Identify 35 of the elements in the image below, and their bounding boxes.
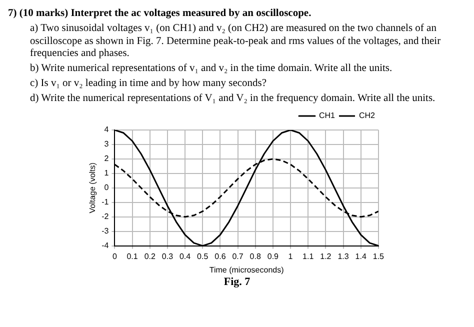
y-tick-label: -1: [102, 197, 110, 206]
legend-label: CH1: [318, 110, 336, 120]
text: d) Write the numerical representations of V₁ and V₂ in the frequency domain. Write all the units.: [29, 92, 436, 106]
y-tick-label: 1: [104, 168, 110, 178]
text: b) Write numerical representations of v₁ and v₂ in the time domain. Write all the units.: [29, 63, 394, 76]
y-axis-title: Voltage (volts): [88, 162, 98, 213]
x-tick-label: 0.8: [250, 251, 262, 260]
y-tick-label: 2: [104, 154, 110, 163]
x-tick-label: 0: [112, 251, 118, 260]
x-tick-label: 0.5: [197, 251, 209, 260]
legend-label: CH2: [358, 110, 376, 120]
x-tick-label: 0.9: [267, 251, 280, 260]
x-tick-label: 0.3: [162, 251, 174, 260]
x-tick-label: 0.4: [179, 251, 192, 260]
chart-title: 7) (10 marks) Interpret the ac voltages measured by an oscilloscope.: [8, 8, 312, 21]
y-tick-label: 0: [104, 182, 110, 192]
x-tick-label: 1.5: [372, 251, 385, 260]
x-tick-label: 0.6: [214, 251, 226, 260]
x-tick-label: 1.1: [302, 251, 314, 260]
y-tick-label: -2: [102, 212, 110, 221]
y-tick-label: 4: [104, 124, 110, 134]
y-tick-label: -3: [102, 226, 110, 236]
x-tick-label: 1.3: [338, 251, 350, 260]
x-tick-label: 1: [288, 251, 294, 260]
text: c) Is v₁ or v₂ leading in time and by how many seconds?: [29, 78, 268, 91]
x-tick-label: 0.2: [144, 251, 156, 260]
x-tick-label: 1.2: [320, 251, 332, 260]
text: a) Two sinusoidal voltages v₁ (on CH1) and v₂ (on CH2) are measured on the two channels of an oscilloscope as shown in Fig. 7. Determine peak-to-peak and rms values of the voltages, and their frequencies and phases.: [29, 22, 442, 62]
x-axis-title: Time (microseconds): [209, 264, 284, 274]
y-tick-label: 3: [104, 139, 110, 148]
y-tick-label: -4: [102, 240, 110, 250]
x-tick-label: 0.7: [232, 251, 244, 260]
x-tick-label: 0.1: [126, 251, 138, 260]
x-tick-label: 1.4: [355, 251, 367, 260]
caption: Fig. 7: [222, 276, 252, 289]
